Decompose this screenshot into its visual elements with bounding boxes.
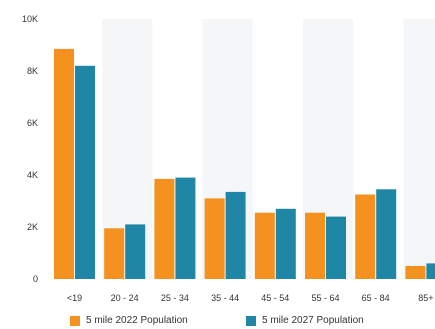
bar-2022[interactable] [104, 228, 125, 279]
category-band [403, 19, 435, 279]
bar-2022[interactable] [305, 212, 325, 279]
x-tick-label: 35 - 44 [211, 293, 239, 303]
x-tick-label: 55 - 64 [311, 293, 339, 303]
bar-2027[interactable] [75, 65, 95, 279]
bars [54, 48, 435, 280]
legend-swatch-2022 [70, 315, 80, 326]
x-tick-label: 20 - 24 [111, 293, 139, 303]
bar-2022[interactable] [54, 48, 74, 280]
x-tick-label: 25 - 34 [161, 293, 189, 303]
x-tick-label: 45 - 54 [261, 293, 289, 303]
y-tick-label: 8K [27, 66, 38, 76]
y-axis: 0 2K 4K 6K 8K 10K [22, 14, 38, 284]
x-axis: <19 20 - 24 25 - 34 35 - 44 45 - 54 55 - 64 65… [67, 293, 434, 303]
y-tick-label: 2K [27, 222, 38, 232]
x-tick-label: 65 - 84 [362, 293, 390, 303]
bar-2022[interactable] [254, 212, 275, 279]
legend-swatch-2027 [246, 315, 256, 326]
bar-2027[interactable] [275, 208, 296, 279]
bar-2022[interactable] [154, 178, 175, 279]
legend-item-2022[interactable]: 5 mile 2022 Population [70, 315, 188, 326]
category-bands [102, 19, 435, 279]
y-tick-label: 6K [27, 118, 38, 128]
bar-2022[interactable] [204, 198, 225, 279]
legend-label-2027: 5 mile 2027 Population [262, 315, 364, 326]
legend: 5 mile 2022 Population 5 mile 2027 Popul… [0, 314, 435, 329]
bar-2027[interactable] [225, 191, 246, 279]
y-tick-label: 0 [33, 274, 38, 284]
x-tick-label: <19 [67, 293, 82, 303]
bar-2027[interactable] [175, 177, 196, 279]
x-tick-label: 85+ [418, 293, 433, 303]
legend-label-2022: 5 mile 2022 Population [86, 315, 188, 326]
bar-2027[interactable] [326, 216, 346, 279]
y-tick-label: 4K [27, 170, 38, 180]
bar-chart-svg: 0 2K 4K 6K 8K 10K <19 20 - 24 25 - 34 35 - 44 45 … [22, 14, 435, 303]
legend-item-2027[interactable]: 5 mile 2027 Population [246, 315, 364, 326]
y-tick-label: 10K [22, 14, 38, 24]
bar-2027[interactable] [426, 263, 435, 279]
bar-2022[interactable] [405, 266, 426, 279]
bar-2022[interactable] [355, 194, 376, 280]
bar-2027[interactable] [125, 224, 146, 279]
bar-2027[interactable] [376, 189, 397, 279]
